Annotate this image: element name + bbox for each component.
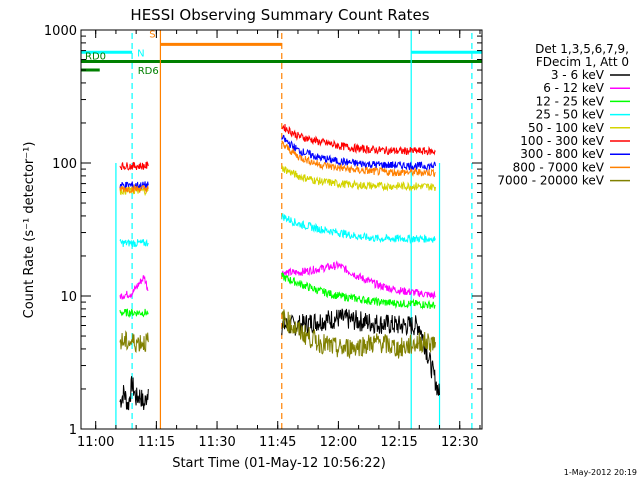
series-line <box>281 140 436 178</box>
series-line <box>119 308 149 319</box>
series-line <box>281 213 436 245</box>
axes-layer: 11:00 11:15 11:30 11:45 12:00 12:15 12:30 1 10 10… <box>44 24 483 450</box>
x-tick-label: 12:30 <box>441 435 478 450</box>
legend: Det 1,3,5,6,7,9, FDecim 1, Att 0 3 - 6 k… <box>497 42 630 188</box>
legend-entry-label: 6 - 12 keV <box>543 81 605 95</box>
x-tick-label: 12:00 <box>320 435 357 450</box>
chart-title: HESSI Observing Summary Count Rates <box>130 6 429 24</box>
x-tick-label: 11:15 <box>138 435 175 450</box>
series-line <box>281 308 440 396</box>
legend-entry-label: 100 - 300 keV <box>520 134 604 148</box>
footer-timestamp: 1-May-2012 20:19 <box>564 468 637 477</box>
series-line <box>281 272 436 310</box>
series-line <box>281 165 436 192</box>
legend-entry-label: 800 - 7000 keV <box>513 160 605 174</box>
y-tick-label: 1000 <box>44 24 77 39</box>
annotation-label: S <box>149 29 155 40</box>
annotation-label: RD6 <box>138 66 159 77</box>
x-tick-label: 11:30 <box>198 435 235 450</box>
annotations-layer: NS RD0 RD6 <box>81 29 482 77</box>
series-layer <box>119 123 440 411</box>
legend-header-line-2: FDecim 1, Att 0 <box>536 55 629 69</box>
plot-frame <box>80 29 483 430</box>
series-line <box>119 330 149 353</box>
legend-entry-label: 50 - 100 keV <box>528 121 605 135</box>
legend-entry-label: 25 - 50 keV <box>536 108 605 122</box>
x-tick-label: 11:45 <box>259 435 296 450</box>
series-line <box>119 184 149 194</box>
y-tick-label: 1 <box>69 423 77 438</box>
legend-entry-label: 3 - 6 keV <box>551 68 605 82</box>
series-line <box>281 123 436 156</box>
series-line <box>119 238 149 248</box>
legend-entry-label: 7000 - 20000 keV <box>497 174 604 188</box>
x-tick-label: 11:00 <box>77 435 114 450</box>
annotation-label: RD0 <box>85 51 106 62</box>
series-line <box>119 275 149 300</box>
series-line <box>281 134 436 172</box>
legend-header-line-1: Det 1,3,5,6,7,9, <box>535 42 629 56</box>
series-line <box>119 376 149 411</box>
x-tick-label: 12:15 <box>380 435 417 450</box>
y-tick-label: 100 <box>52 157 77 172</box>
legend-entry-label: 300 - 800 keV <box>520 147 604 161</box>
y-tick-label: 10 <box>60 290 77 305</box>
vertical-markers <box>115 30 473 429</box>
series-line <box>119 160 149 171</box>
series-line <box>281 309 436 360</box>
y-axis-label: Count Rate (s⁻¹ detector⁻¹) <box>22 142 37 319</box>
legend-entry-label: 12 - 25 keV <box>536 94 605 108</box>
series-line <box>281 260 436 299</box>
annotation-label: N <box>137 48 144 59</box>
x-axis-label: Start Time (01-May-12 10:56:22) <box>172 456 386 471</box>
